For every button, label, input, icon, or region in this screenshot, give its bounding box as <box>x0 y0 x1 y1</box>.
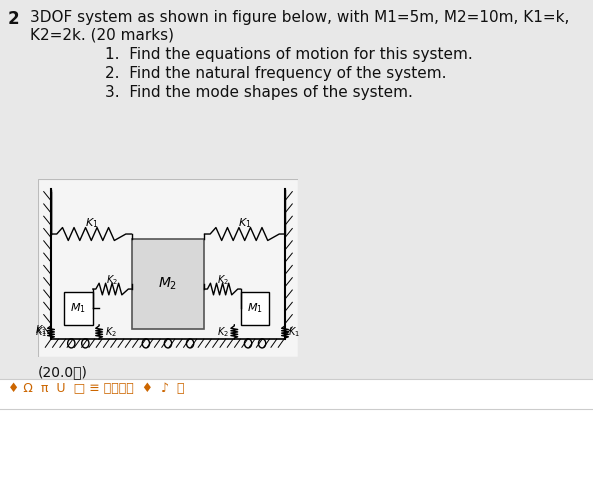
Text: $M_2$: $M_2$ <box>158 276 177 292</box>
Text: 1.  Find the equations of motion for this system.: 1. Find the equations of motion for this… <box>105 47 473 62</box>
Text: $K_1$: $K_1$ <box>288 325 300 339</box>
Text: $M_1$: $M_1$ <box>247 302 263 316</box>
Text: $K_1$: $K_1$ <box>85 216 98 230</box>
Text: $K_2$: $K_2$ <box>106 273 118 287</box>
Text: $M_1$: $M_1$ <box>71 302 86 316</box>
Text: $K_2$: $K_2$ <box>216 273 228 287</box>
Text: 3.  Find the mode shapes of the system.: 3. Find the mode shapes of the system. <box>105 85 413 100</box>
Text: 2: 2 <box>8 10 20 28</box>
Text: $K_1$: $K_1$ <box>35 324 47 337</box>
Text: $K_1$: $K_1$ <box>238 216 251 230</box>
Text: 3DOF system as shown in figure below, with M1=5m, M2=10m, K1=k,: 3DOF system as shown in figure below, wi… <box>30 10 569 25</box>
Bar <box>0 379 593 497</box>
Text: $K_2$: $K_2$ <box>105 325 117 339</box>
Text: ♦ Ω  π  U  □ ≡ 上传附件  ♦  ♪  ⓞ: ♦ Ω π U □ ≡ 上传附件 ♦ ♪ ⓞ <box>8 382 184 395</box>
Text: $K_2$: $K_2$ <box>216 325 228 339</box>
Text: (20.0分): (20.0分) <box>38 365 88 379</box>
Text: $K_1$: $K_1$ <box>35 325 47 339</box>
Text: K2=2k. (20 marks): K2=2k. (20 marks) <box>30 27 174 42</box>
Bar <box>241 292 269 325</box>
Bar <box>132 239 205 330</box>
Text: 2.  Find the natural frequency of the system.: 2. Find the natural frequency of the sys… <box>105 66 447 81</box>
Bar <box>64 292 93 325</box>
